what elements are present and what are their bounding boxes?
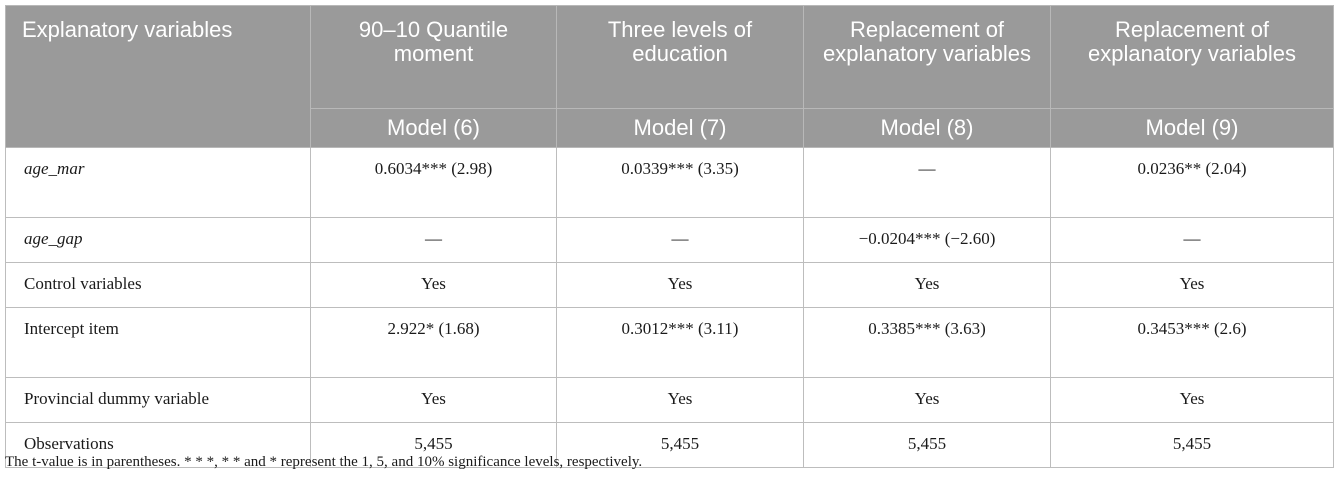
table-row: Observations 5,455 5,455 5,455 5,455 — [5, 422, 1334, 468]
row-label-control-variables: Control variables — [5, 262, 311, 308]
cell-value: Yes — [1179, 389, 1205, 408]
table-cell: Yes — [310, 377, 557, 423]
cell-value: — — [425, 229, 442, 248]
row-label-age-gap: age_gap — [5, 217, 311, 263]
table-cell: Yes — [803, 262, 1051, 308]
table-cell: — — [1050, 217, 1334, 263]
header-model-6: Model (6) — [310, 108, 557, 148]
cell-value: 0.3453*** (2.6) — [1137, 319, 1247, 338]
table-cell: Yes — [556, 262, 804, 308]
cell-value: Yes — [421, 274, 446, 293]
cell-value: 0.3012*** (3.11) — [621, 319, 739, 338]
regression-table: Explanatory variables 90–10 Quantile mom… — [5, 5, 1334, 468]
cell-value: 0.0339*** (3.35) — [621, 159, 739, 178]
table-cell: 0.3453*** (2.6) — [1050, 307, 1334, 378]
cell-value: 5,455 — [907, 434, 947, 453]
row-label-observations: Observations — [5, 422, 311, 468]
table-cell: 5,455 — [803, 422, 1051, 468]
model-row: Model (6) Model (7) Model (8) Model (9) — [6, 108, 1334, 148]
cell-value: Yes — [667, 389, 693, 408]
table-row: Control variables Yes Yes Yes Yes — [5, 262, 1334, 308]
table-cell: 2.922* (1.68) — [310, 307, 557, 378]
cell-value: 5,455 — [414, 434, 453, 453]
header-col-education: Three levels of education — [556, 5, 804, 109]
table-cell: Yes — [1050, 262, 1334, 308]
table-row: Intercept item 2.922* (1.68) 0.3012*** (… — [5, 307, 1334, 378]
table-cell: — — [310, 217, 557, 263]
header-col-replacement-1: Replacement of explanatory variables — [803, 5, 1051, 109]
table-cell: 0.6034*** (2.98) — [310, 147, 557, 218]
cell-value: −0.0204*** (−2.60) — [858, 229, 996, 248]
cell-value: — — [1183, 229, 1201, 248]
table-cell: 5,455 — [310, 422, 557, 468]
cell-value: Yes — [914, 274, 940, 293]
cell-value: 0.0236** (2.04) — [1137, 159, 1247, 178]
regression-table-container: Explanatory variables 90–10 Quantile mom… — [5, 5, 1334, 468]
table-cell: Yes — [310, 262, 557, 308]
cell-value: — — [671, 229, 689, 248]
table-cell: 0.0236** (2.04) — [1050, 147, 1334, 218]
table-cell: 0.3385*** (3.63) — [803, 307, 1051, 378]
cell-value: 5,455 — [1172, 434, 1212, 453]
table-row: age_gap — — −0.0204*** (−2.60) — — [5, 217, 1334, 263]
cell-value: 0.6034*** (2.98) — [374, 159, 493, 178]
table-cell: −0.0204*** (−2.60) — [803, 217, 1051, 263]
header-col-replacement-2: Replacement of explanatory variables — [1050, 5, 1334, 109]
row-label-age-mar: age_mar — [5, 147, 311, 218]
cell-value: Yes — [421, 389, 446, 408]
table-cell: 5,455 — [1050, 422, 1334, 468]
table-footnote: The t-value is in parentheses. * * *, * … — [5, 454, 643, 470]
table-cell: 0.0339*** (3.35) — [556, 147, 804, 218]
cell-value: Yes — [914, 389, 940, 408]
header-model-7: Model (7) — [556, 108, 804, 148]
table-cell: Yes — [556, 377, 804, 423]
table-row: Provincial dummy variable Yes Yes Yes Ye… — [5, 377, 1334, 423]
header-row: Explanatory variables 90–10 Quantile mom… — [5, 5, 1334, 148]
cell-value: 0.3385*** (3.63) — [868, 319, 986, 338]
cell-value: Yes — [667, 274, 693, 293]
header-model-8: Model (8) — [803, 108, 1051, 148]
row-label-provincial-dummy: Provincial dummy variable — [5, 377, 311, 423]
table-row: age_mar 0.6034*** (2.98) 0.0339*** (3.35… — [5, 147, 1334, 218]
row-label-intercept-item: Intercept item — [5, 307, 311, 378]
header-model-9: Model (9) — [1050, 108, 1334, 148]
table-cell: — — [803, 147, 1051, 218]
cell-value: Yes — [1179, 274, 1205, 293]
header-explanatory-variables: Explanatory variables — [5, 5, 311, 148]
cell-value: 2.922* (1.68) — [387, 319, 480, 338]
table-cell: Yes — [1050, 377, 1334, 423]
table-cell: — — [556, 217, 804, 263]
cell-value: 5,455 — [660, 434, 700, 453]
table-cell: 0.3012*** (3.11) — [556, 307, 804, 378]
table-cell: Yes — [803, 377, 1051, 423]
header-col-quantile: 90–10 Quantile moment — [310, 5, 557, 109]
table-cell: 5,455 — [556, 422, 804, 468]
cell-value: — — [918, 159, 936, 178]
